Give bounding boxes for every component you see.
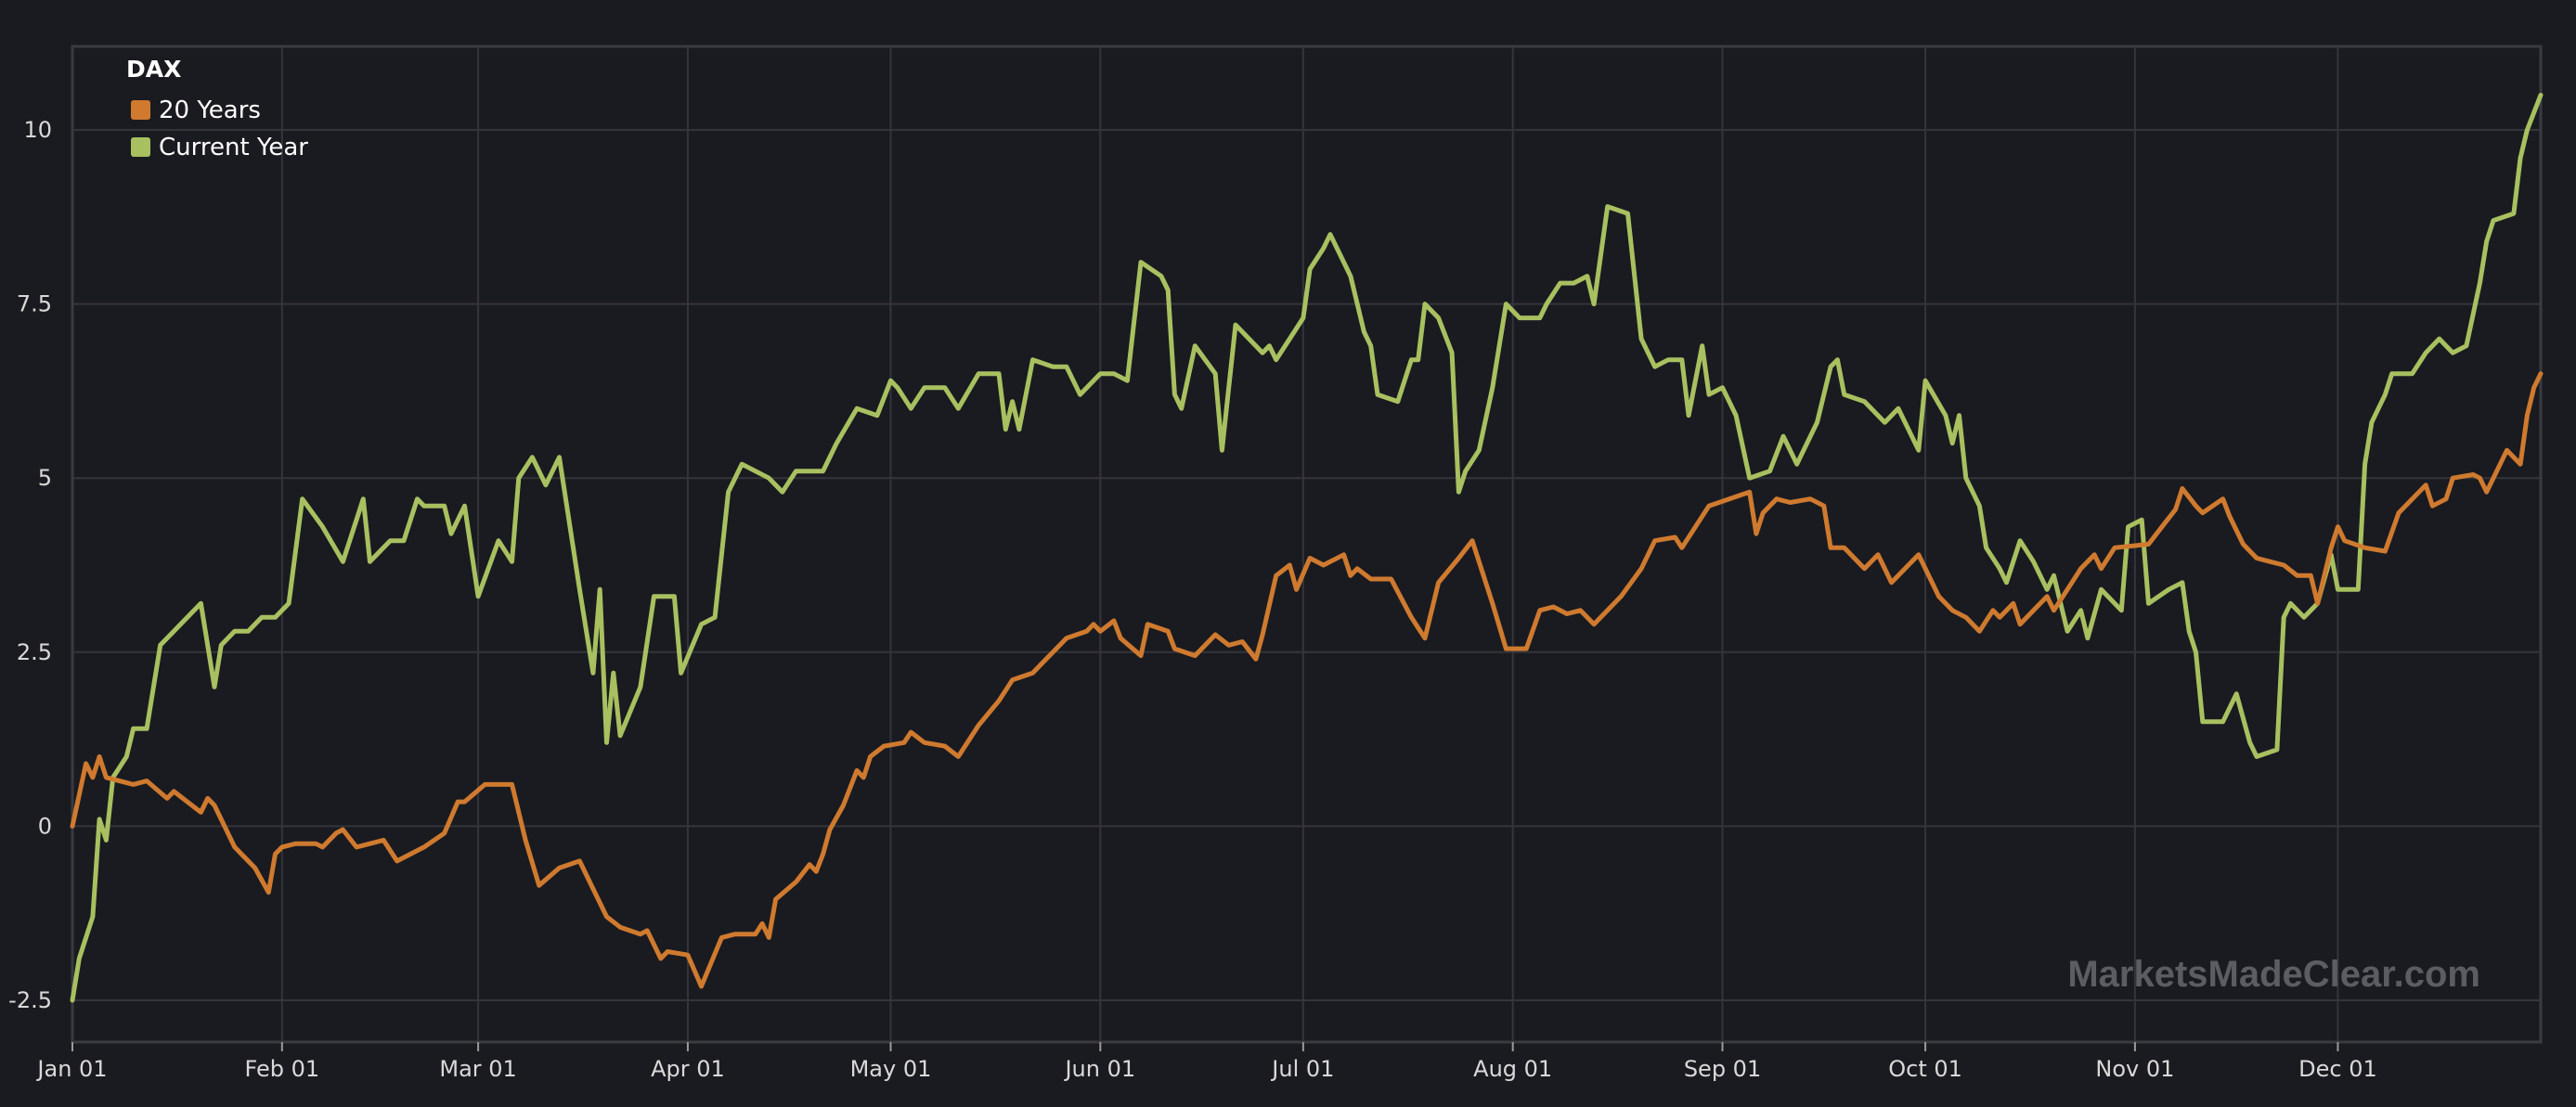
series-line-current-year[interactable] [70,93,2544,1003]
y-tick-label: 7.5 [17,291,52,317]
x-tick-label: Apr 01 [651,1056,725,1082]
watermark-text: MarketsMadeClear.com [2067,954,2480,995]
series-lines [70,93,2544,1003]
plot-area-frame [71,45,2543,1044]
x-tick-label: Mar 01 [439,1056,516,1082]
x-tick-label: Jul 01 [1270,1056,1334,1082]
axis-ticks: -2.5 0 2.5 5 7.5 10 Jan 01 Feb 01 Mar 01 Apr 01 Ma… [8,117,2377,1082]
legend-label-current-year[interactable]: Current Year [159,134,308,161]
legend-swatch-current-year[interactable] [131,137,150,157]
x-tick-label: Feb 01 [244,1056,319,1082]
x-tick-label: May 01 [850,1056,932,1082]
y-tick-label: 10 [23,117,52,143]
x-tick-label: Aug 01 [1473,1056,1552,1082]
x-tick-label: Dec 01 [2298,1056,2377,1082]
legend-title: DAX [126,56,181,83]
legend[interactable]: DAX 20 Years Current Year [126,56,308,161]
x-tick-label: Nov 01 [2095,1056,2174,1082]
y-tick-label: 0 [38,813,52,839]
y-tick-label: 2.5 [17,639,52,665]
series-line-20-years[interactable] [70,371,2544,989]
legend-label-20-years[interactable]: 20 Years [159,97,261,124]
y-tick-label: -2.5 [8,987,52,1013]
x-tick-label: Oct 01 [1888,1056,1962,1082]
x-tick-label: Sep 01 [1684,1056,1761,1082]
x-tick-label: Jan 01 [35,1056,107,1082]
x-tick-label: Jun 01 [1063,1056,1135,1082]
legend-swatch-20-years[interactable] [131,100,150,120]
y-tick-label: 5 [38,465,52,491]
